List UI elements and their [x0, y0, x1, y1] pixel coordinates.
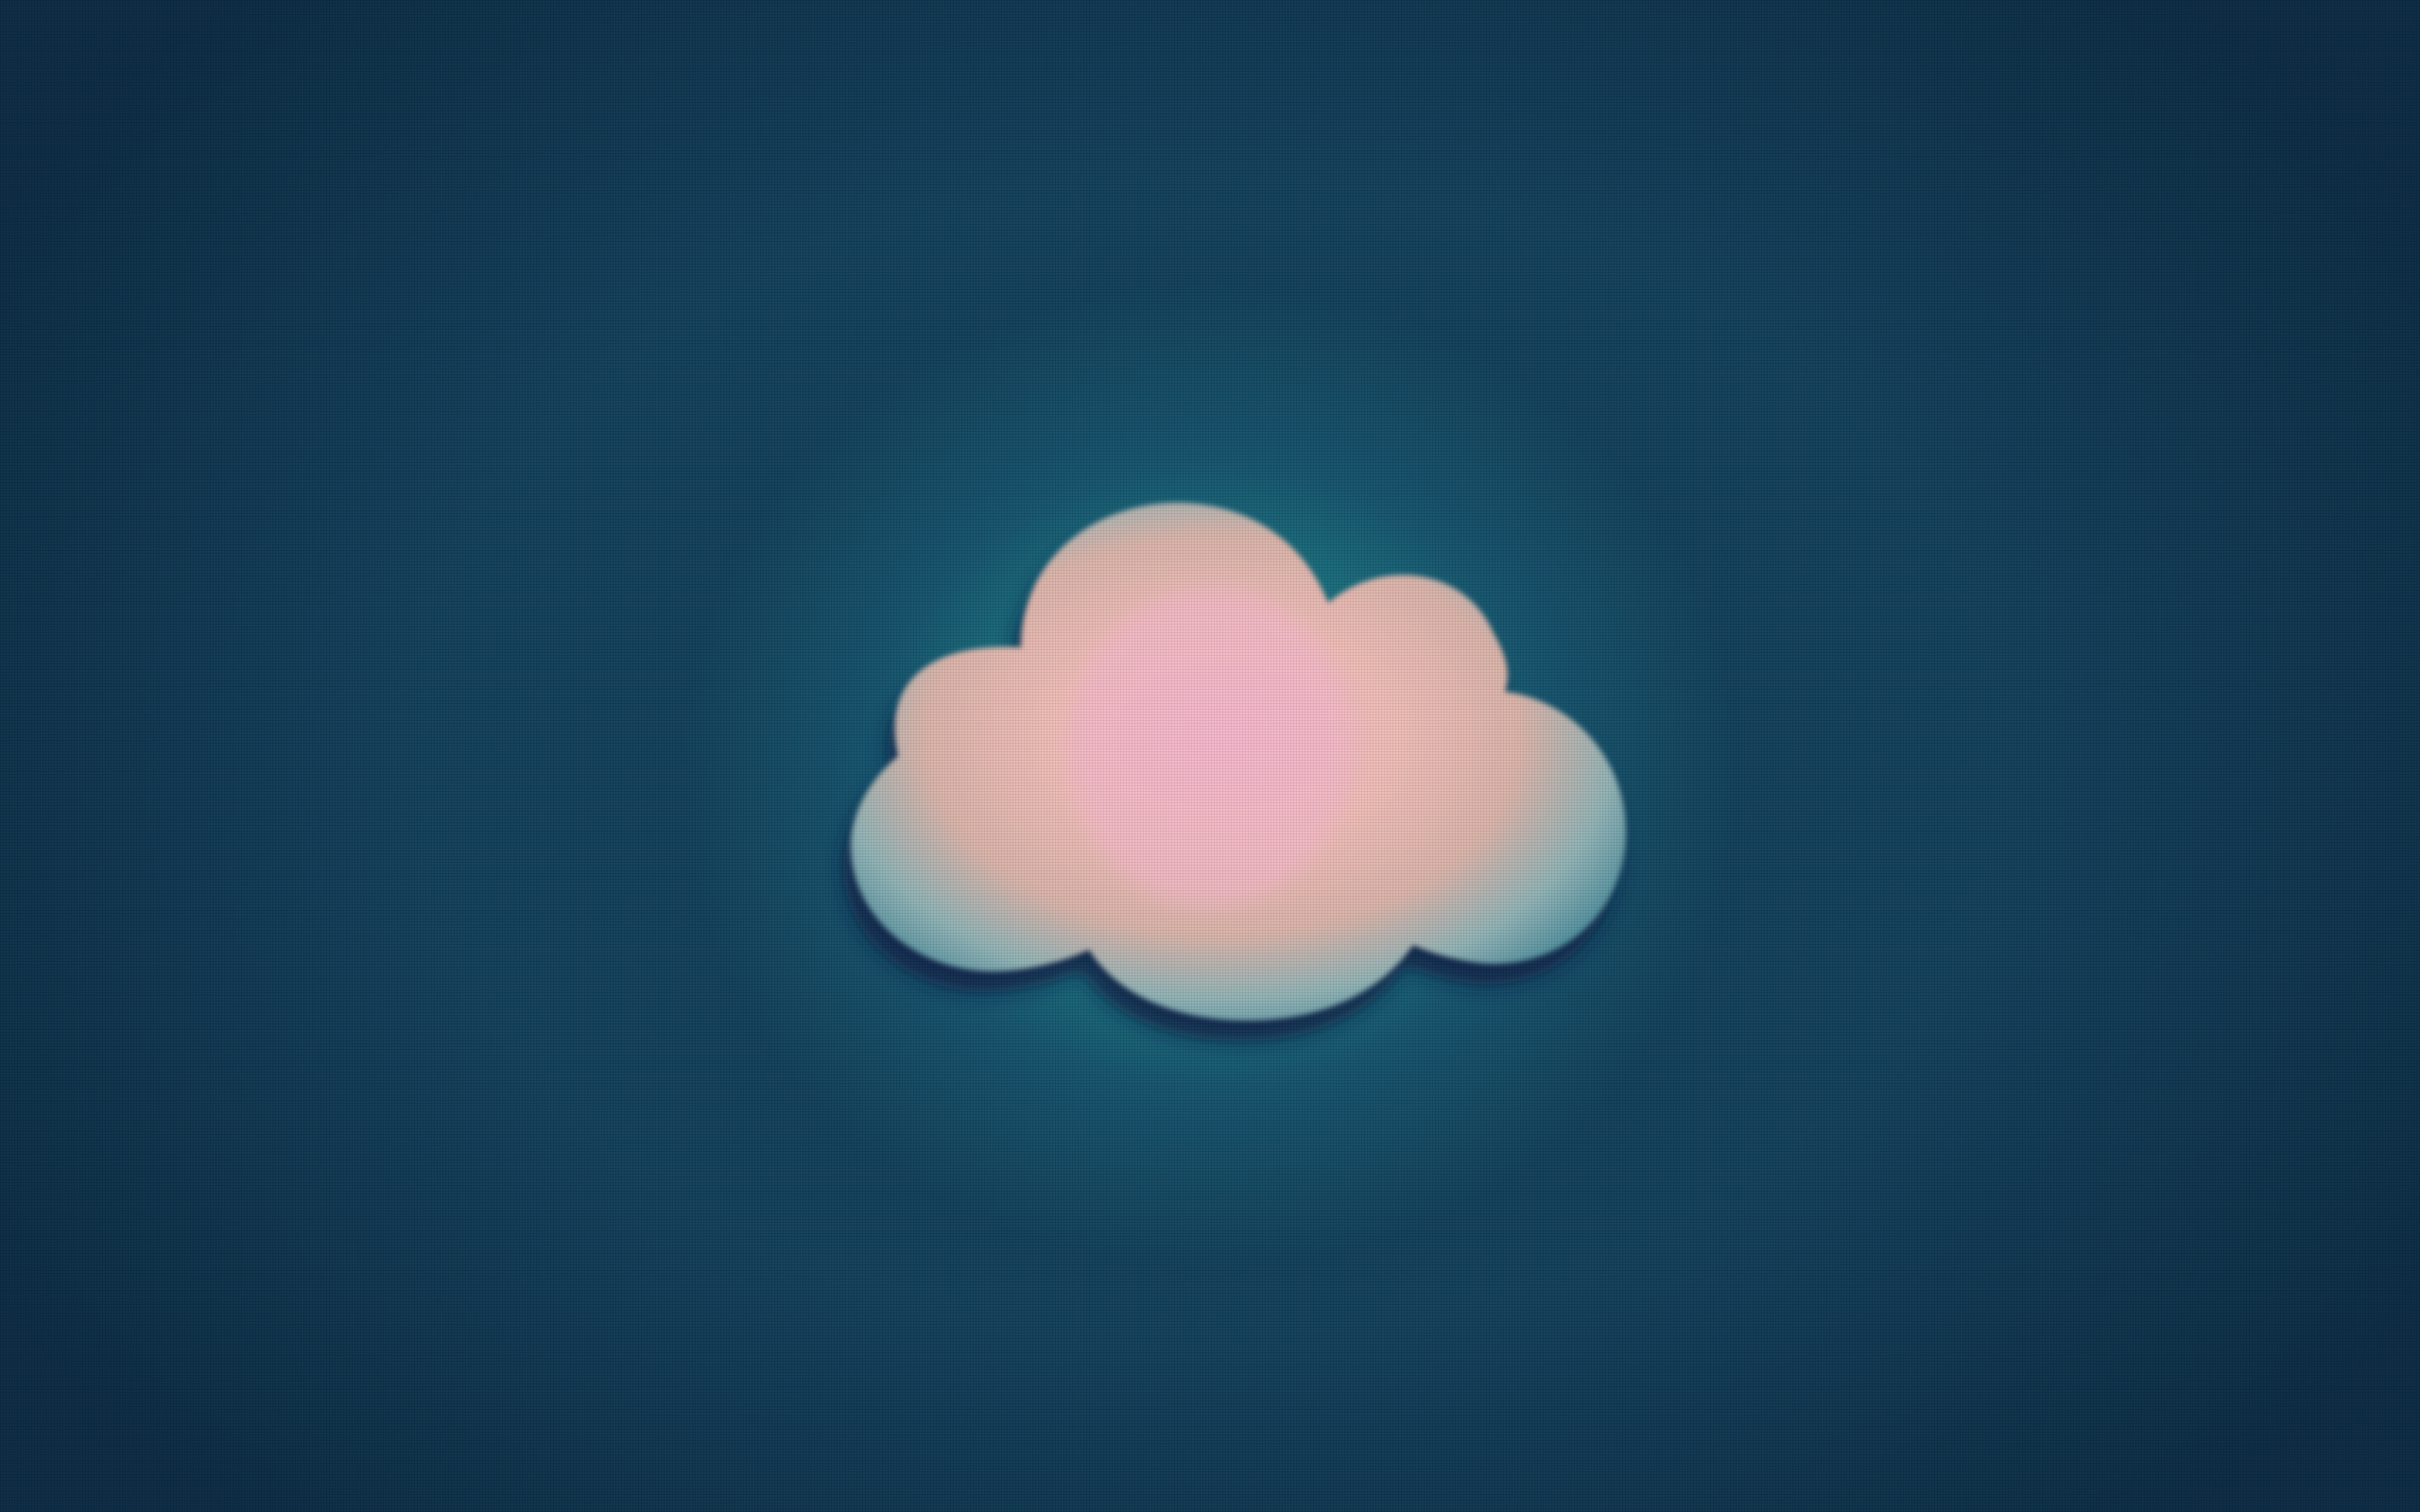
cloud-icon	[737, 416, 1683, 1096]
cloud-highlight	[1068, 586, 1352, 907]
